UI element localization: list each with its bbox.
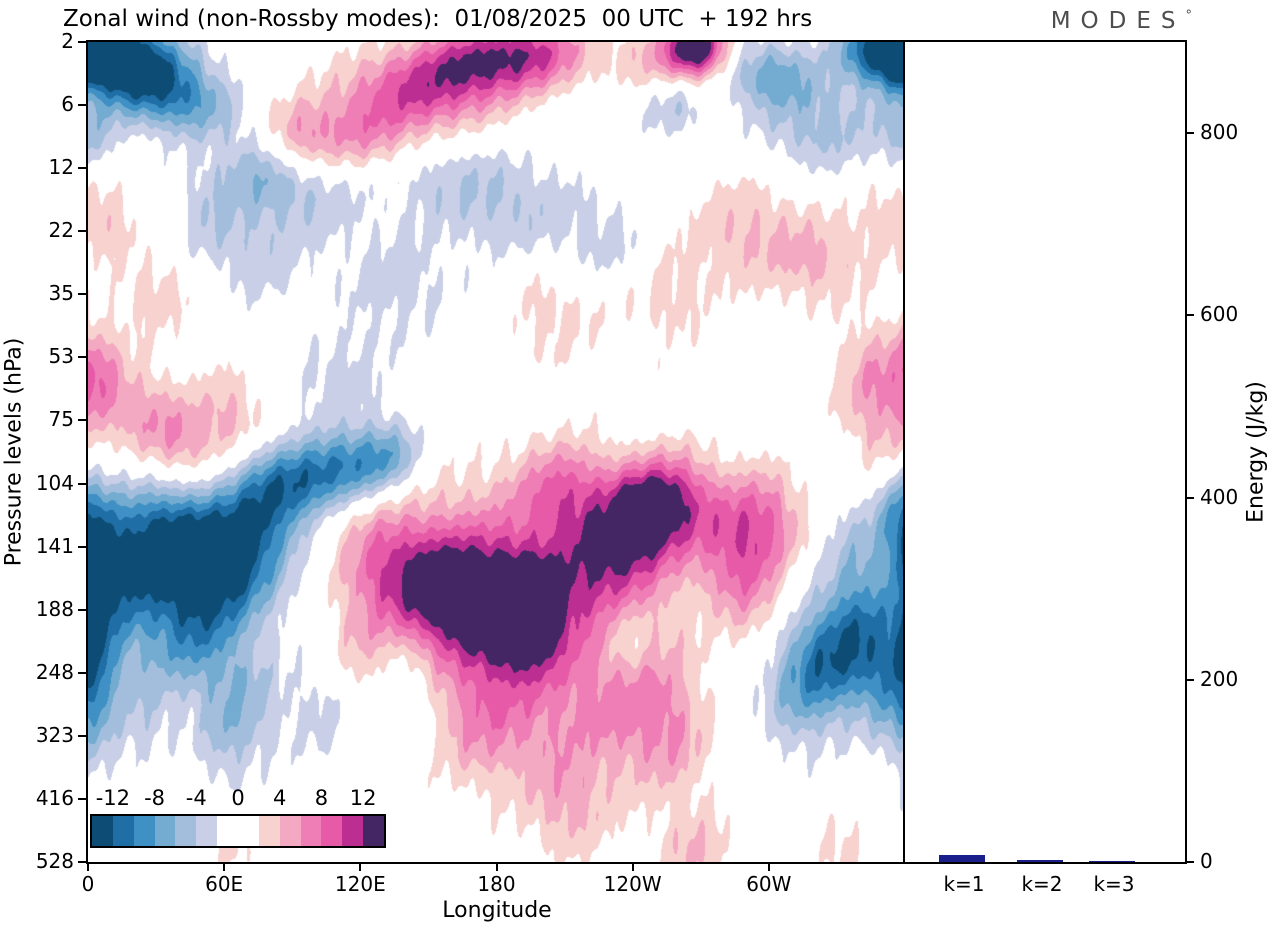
y-tick-label: 22: [48, 218, 74, 243]
y-tick-label: 12: [48, 155, 74, 180]
x-tick-label: 60W: [746, 872, 792, 896]
y-tick-label: 6: [61, 92, 74, 117]
y-tick-label: 53: [48, 344, 74, 369]
x-tick-label: 0: [81, 872, 95, 896]
bar-category-label: k=3: [1093, 872, 1135, 896]
y-tick-label: 528: [35, 849, 74, 873]
y-tick-mark: [78, 482, 87, 485]
energy-panel: [903, 40, 1187, 864]
modes-logo: MODES°: [1051, 8, 1192, 34]
y-tick-label: 248: [35, 659, 74, 684]
energy-bar: [1017, 860, 1063, 862]
colorbar-label: 12: [349, 786, 377, 810]
x-tick-mark: [223, 862, 226, 871]
y-tick-mark: [78, 797, 87, 800]
y-tick-mark: [78, 104, 87, 107]
bar-category-label: k=1: [943, 872, 985, 896]
y-tick-mark: [78, 734, 87, 737]
modes-logo-text: MODES: [1050, 8, 1186, 34]
modes-logo-degree: °: [1185, 8, 1193, 24]
y-axis-title: Pressure levels (hPa): [1, 337, 27, 567]
y-tick-mark: [78, 419, 87, 422]
energy-bar: [1089, 861, 1135, 862]
energy-tick-label: 400: [1200, 484, 1239, 509]
y-tick-mark: [78, 861, 87, 863]
colorbar-swatch: [300, 816, 322, 846]
chart-title: Zonal wind (non-Rossby modes): 01/08/202…: [63, 6, 813, 32]
colorbar-swatch: [196, 816, 218, 846]
y-tick-label: 35: [48, 281, 74, 306]
colorbar-swatch: [342, 816, 364, 846]
colorbar-swatch: [238, 816, 259, 846]
colorbar-swatch: [279, 816, 301, 846]
x-tick-label: 60E: [205, 872, 244, 896]
colorbar-swatch: [112, 816, 134, 846]
colorbar-swatch: [133, 816, 155, 846]
colorbar-label: 4: [273, 786, 287, 810]
energy-tick-mark: [1185, 314, 1194, 317]
y-tick-label: 188: [35, 596, 74, 621]
colorbar-swatch: [321, 816, 343, 846]
colorbar-swatch: [175, 816, 197, 846]
colorbar-swatch: [217, 816, 239, 846]
y-tick-mark: [78, 608, 87, 611]
y-tick-label: 104: [35, 470, 74, 495]
x-tick-mark: [359, 862, 362, 871]
y-tick-label: 2: [61, 29, 74, 53]
x-tick-label: 180: [477, 872, 516, 896]
colorbar-label: -4: [185, 786, 207, 810]
colorbar-legend: [90, 814, 386, 848]
colorbar-swatch: [92, 816, 113, 846]
x-tick-mark: [631, 862, 634, 871]
y-tick-mark: [78, 293, 87, 296]
y-tick-mark: [78, 545, 87, 548]
energy-tick-mark: [1185, 132, 1194, 135]
y-tick-label: 75: [48, 407, 74, 432]
energy-tick-mark: [1185, 678, 1194, 681]
colorbar-swatch: [363, 816, 385, 846]
colorbar-label: -12: [95, 786, 130, 810]
x-tick-label: 120E: [334, 872, 386, 896]
energy-tick-mark: [1185, 496, 1194, 499]
energy-tick-label: 600: [1200, 302, 1239, 327]
contour-canvas: [88, 42, 905, 862]
energy-tick-mark: [1185, 861, 1194, 863]
bar-category-label: k=2: [1021, 872, 1063, 896]
y-tick-label: 416: [35, 785, 74, 810]
x-tick-mark: [767, 862, 770, 871]
energy-bar: [939, 854, 985, 862]
y-tick-label: 141: [35, 533, 74, 558]
colorbar-label: 0: [231, 786, 245, 810]
y-tick-mark: [78, 671, 87, 674]
x-tick-mark: [87, 862, 89, 871]
energy-tick-label: 0: [1200, 849, 1213, 873]
y-tick-mark: [78, 356, 87, 359]
contour-plot: -12 -8 -4 0 4 8 12: [86, 40, 907, 864]
energy-tick-label: 200: [1200, 666, 1239, 691]
colorbar-swatch: [154, 816, 176, 846]
colorbar-label: -8: [144, 786, 166, 810]
y-tick-label: 323: [35, 722, 74, 747]
x-tick-mark: [495, 862, 498, 871]
colorbar-label: 8: [314, 786, 329, 810]
y-tick-mark: [78, 41, 87, 43]
x-tick-label: 120W: [603, 872, 662, 896]
y-tick-mark: [78, 230, 87, 233]
colorbar-swatch: [258, 816, 280, 846]
x-axis-title: Longitude: [442, 898, 552, 923]
energy-tick-label: 800: [1200, 120, 1239, 145]
energy-axis-title: Energy (J/kg): [1243, 381, 1269, 523]
y-tick-mark: [78, 167, 87, 170]
